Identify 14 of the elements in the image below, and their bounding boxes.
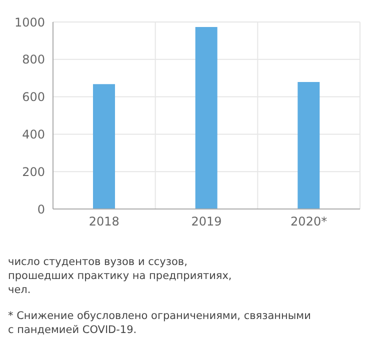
y-tick-label: 1000 <box>14 15 45 30</box>
y-tick-label: 400 <box>22 127 45 142</box>
x-tick-label: 2019 <box>191 214 222 229</box>
text: * Снижение обусловлено ограничениями, связанными с пандемией COVID-19. <box>8 309 312 337</box>
x-tick-label: 2020* <box>290 214 328 229</box>
x-tick-label: 2018 <box>88 214 120 229</box>
y-tick-label: 600 <box>22 90 45 104</box>
y-tick-label: 200 <box>22 164 45 179</box>
text: число студентов вузов и ссузов, прошедших практику на предприятиях, чел. <box>8 255 233 297</box>
bar <box>195 27 218 209</box>
y-tick-label: 0 <box>37 202 45 216</box>
y-tick-label: 800 <box>22 52 45 67</box>
bar <box>93 84 115 209</box>
bar <box>298 82 320 209</box>
